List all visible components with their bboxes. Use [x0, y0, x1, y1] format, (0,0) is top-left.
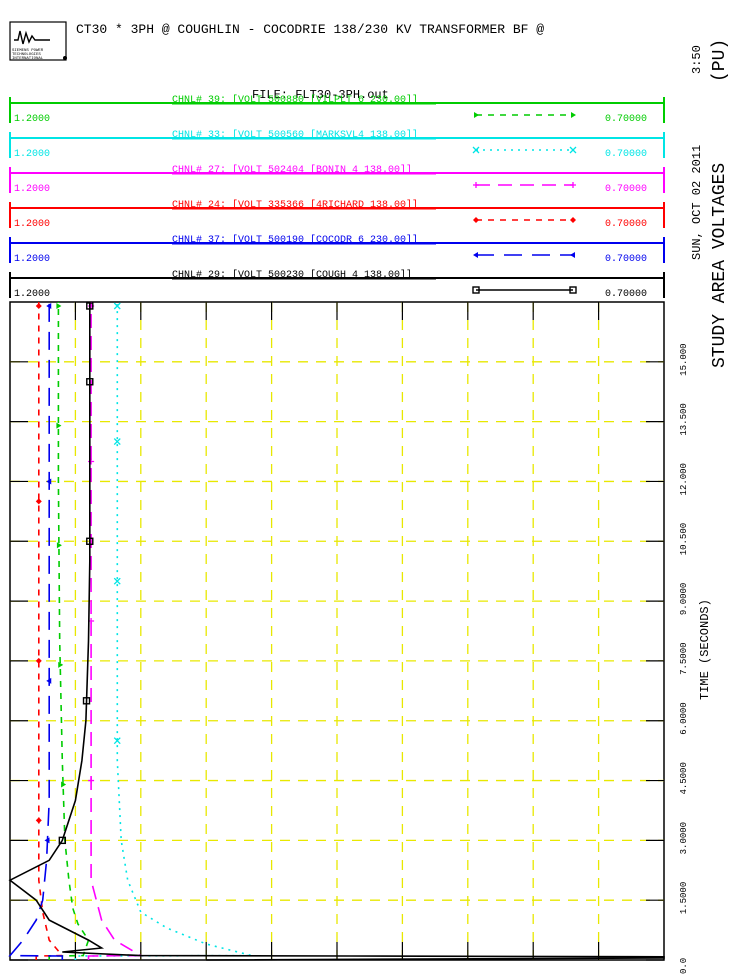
legend-entry: CHNL# 27: [VOLT 502404 [BONIN 4 138.00]]… [9, 164, 665, 195]
marker-diamond [35, 302, 42, 309]
x-tick-label: 13.500 [679, 403, 689, 435]
chart-title: CT30 * 3PH @ COUGHLIN - COCODRIE 138/230… [76, 22, 544, 37]
legend-ymax-label: 1.2000 [14, 149, 50, 160]
x-tick-label: 15.000 [679, 343, 689, 375]
marker-triangle [56, 422, 62, 429]
marker-triangle [474, 112, 479, 118]
series-line [8, 302, 64, 960]
marker-triangle [571, 112, 576, 118]
x-tick-label: 6.0000 [679, 702, 689, 734]
legend-series-name: CHNL# 33: [VOLT 500560 [MARKSVL4 138.00]… [172, 129, 418, 141]
legend-series-name: CHNL# 39: [VOLT 500880 [VILPLT 6 230.00]… [172, 94, 418, 106]
legend-ymin-label: 0.70000 [605, 114, 647, 125]
marker-x [569, 146, 577, 154]
marker-diamond [473, 217, 479, 223]
legend-entry: CHNL# 39: [VOLT 500880 [VILPLT 6 230.00]… [9, 94, 665, 125]
legend-ymax-label: 1.2000 [14, 219, 50, 230]
marker-square [82, 697, 91, 705]
marker-square [569, 286, 577, 294]
legend-ymax-label: 1.2000 [14, 254, 50, 265]
legend-ymin-label: 0.70000 [605, 254, 647, 265]
logo-line-2: TECHNOLOGIES [12, 53, 41, 57]
side-date: SUN, OCT 02 2011 [690, 145, 704, 260]
side-title: STUDY AREA VOLTAGES [710, 163, 730, 368]
marker-triangle-left [570, 252, 575, 258]
legend-series-name: CHNL# 24: [VOLT 335366 [4RICHARD 138.00]… [172, 199, 418, 211]
legend-entry: CHNL# 33: [VOLT 500560 [MARKSVL4 138.00]… [9, 129, 665, 160]
legend-ymax-label: 1.2000 [14, 289, 50, 300]
marker-triangle-left [46, 478, 52, 485]
marker-square [86, 378, 94, 386]
marker-square [86, 537, 94, 545]
x-tick-label: 9.0000 [679, 583, 689, 615]
legend-ymin-label: 0.70000 [605, 219, 647, 230]
legend-entry: CHNL# 37: [VOLT 500190 [COCODR 6 230.00]… [9, 234, 665, 265]
legend-entry: CHNL# 24: [VOLT 335366 [4RICHARD 138.00]… [9, 199, 665, 230]
x-tick-label: 0.0 [679, 958, 689, 974]
series-line [87, 302, 144, 960]
x-tick-label: 1.5000 [679, 882, 689, 914]
legend-series-name: CHNL# 27: [VOLT 502404 [BONIN 4 138.00]] [172, 164, 412, 176]
side-units: (PU) [710, 39, 730, 82]
marker-x [113, 302, 121, 310]
x-axis-label: TIME (SECONDS) [698, 599, 712, 700]
legend-series-name: CHNL# 29: [VOLT 500230 [COUGH 4 138.00]] [172, 269, 412, 281]
marker-x [113, 438, 121, 446]
x-tick-label: 4.5000 [679, 762, 689, 794]
legend-ymin-label: 0.70000 [605, 149, 647, 160]
logo-line-1: SIEMENS POWER [12, 49, 44, 53]
marker-triangle [61, 781, 67, 788]
company-logo: SIEMENS POWER TECHNOLOGIES INTERNATIONAL [9, 21, 67, 61]
legend: CHNL# 39: [VOLT 500880 [VILPLT 6 230.00]… [9, 94, 665, 300]
x-tick-label: 10.500 [679, 523, 689, 555]
series-line [8, 302, 665, 961]
marker-square [58, 836, 67, 845]
legend-entry: CHNL# 29: [VOLT 500230 [COUGH 4 138.00]]… [9, 269, 665, 300]
marker-diamond [35, 498, 42, 505]
marker-triangle-left [46, 677, 52, 684]
marker-diamond [570, 217, 576, 223]
legend-ymax-label: 1.2000 [14, 184, 50, 195]
marker-diamond [35, 657, 42, 664]
marker-plus [570, 182, 576, 188]
marker-square [472, 286, 480, 294]
side-time: 3:50 [690, 45, 704, 74]
marker-triangle-left [46, 302, 52, 309]
x-tick-label: 7.5000 [679, 643, 689, 675]
marker-x [472, 146, 480, 154]
legend-ymin-label: 0.70000 [605, 289, 647, 300]
marker-triangle-left [44, 837, 50, 844]
marker-square [86, 302, 94, 310]
logo-line-3: INTERNATIONAL [12, 57, 44, 61]
marker-triangle [56, 542, 62, 549]
series-line [48, 302, 90, 960]
legend-ymin-label: 0.70000 [605, 184, 647, 195]
marker-x [113, 737, 121, 745]
x-tick-label: 3.0000 [679, 822, 689, 854]
file-label: FILE: FLT30-3PH.out [252, 88, 389, 102]
marker-plus [88, 777, 95, 784]
legend-ymax-label: 1.2000 [14, 114, 50, 125]
marker-triangle [58, 661, 64, 668]
legend-series-name: CHNL# 37: [VOLT 500190 [COCODR 6 230.00]… [172, 234, 418, 246]
marker-plus [473, 182, 479, 188]
plot-area: 0.0 1.5000 3.0000 4.5000 6.0000 7.5000 9.0000 1… [8, 301, 689, 974]
marker-diamond [35, 817, 42, 824]
series-line [35, 302, 65, 960]
marker-triangle-left [473, 252, 478, 258]
marker-x [113, 577, 121, 585]
x-tick-label: 12.000 [679, 463, 689, 495]
marker-triangle [56, 302, 62, 309]
